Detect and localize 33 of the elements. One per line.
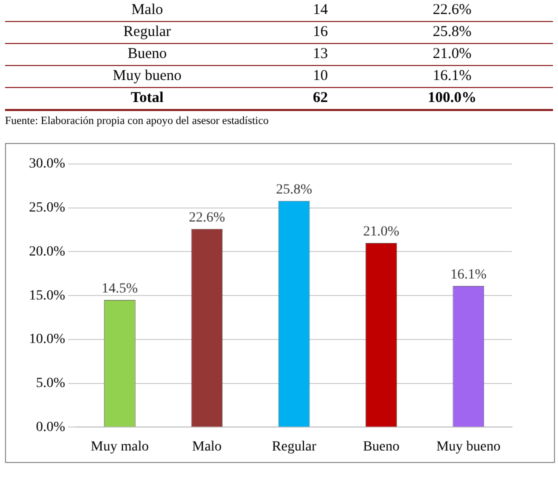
text: 25.8% bbox=[351, 22, 553, 44]
y-tick-label: 20.0% bbox=[28, 244, 66, 260]
text: Total bbox=[5, 88, 290, 110]
text: Bueno bbox=[5, 44, 290, 66]
text: 22.6% bbox=[351, 0, 553, 22]
text: 14 bbox=[289, 0, 352, 22]
y-tick-label: 10.0% bbox=[28, 332, 66, 348]
x-tick-label: Malo bbox=[192, 439, 222, 454]
x-tick-label: Bueno bbox=[362, 439, 400, 454]
y-tick-label: 15.0% bbox=[28, 288, 66, 304]
x-tick-label: Regular bbox=[272, 439, 317, 454]
text: 16 bbox=[289, 22, 352, 44]
text: Regular bbox=[5, 22, 290, 44]
source-note: Fuente: Elaboración propia con apoyo del asesor estadístico bbox=[5, 115, 270, 127]
text: Malo bbox=[5, 0, 290, 22]
x-tick-label: Muy bueno bbox=[436, 439, 500, 454]
y-tick-label: 25.0% bbox=[28, 200, 66, 216]
data-label: 25.8% bbox=[276, 182, 312, 198]
text: 21.0% bbox=[351, 44, 553, 66]
text: Muy bueno bbox=[5, 66, 290, 88]
text: 62 bbox=[289, 88, 352, 110]
data-label: 16.1% bbox=[450, 268, 487, 283]
text: 16.1% bbox=[351, 66, 553, 88]
data-label: 22.6% bbox=[188, 210, 226, 226]
text: 13 bbox=[289, 44, 352, 66]
y-tick-label: 30.0% bbox=[28, 156, 66, 172]
text: 10 bbox=[289, 66, 352, 88]
data-label: 14.5% bbox=[102, 282, 138, 297]
y-tick-label: 0.0% bbox=[36, 420, 66, 435]
data-label: 21.0% bbox=[363, 224, 400, 240]
x-tick-label: Muy malo bbox=[90, 439, 149, 454]
y-tick-label: 5.0% bbox=[36, 376, 66, 392]
text: 100.0% bbox=[351, 88, 553, 110]
